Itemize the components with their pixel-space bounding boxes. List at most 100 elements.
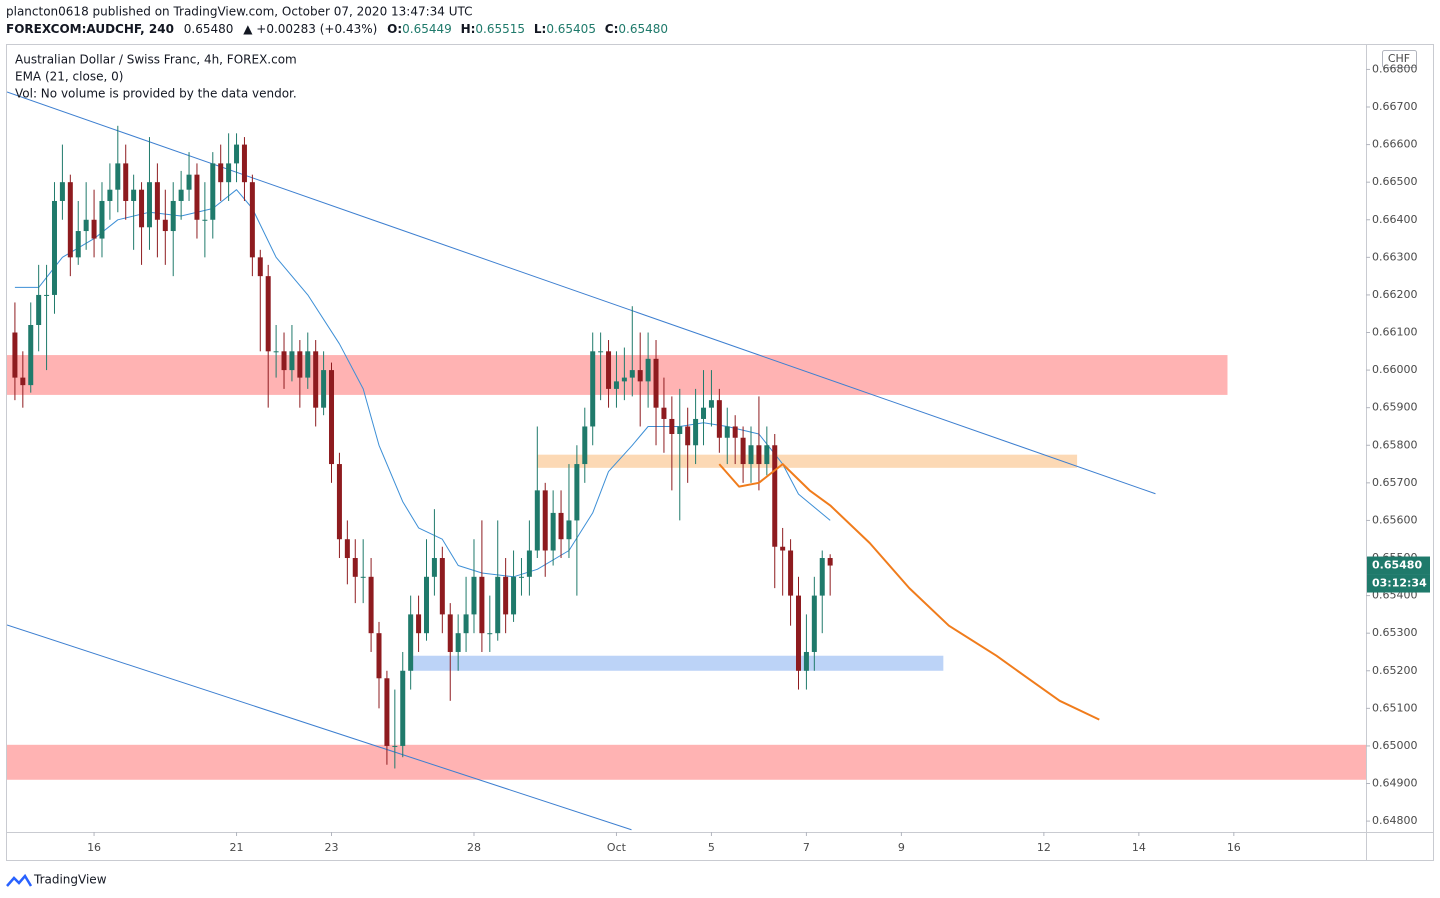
- candle-body: [249, 182, 255, 258]
- ohlc-value: 0.65405: [546, 22, 596, 36]
- candle-body: [708, 400, 714, 408]
- candle-body: [297, 351, 303, 378]
- candle-body: [795, 595, 801, 671]
- y-tick-label: 0.65200: [1372, 664, 1418, 677]
- candle-body: [194, 174, 200, 220]
- x-tick-label: Oct: [607, 841, 627, 854]
- x-tick-label: 16: [87, 841, 101, 854]
- legend-title: Australian Dollar / Swiss Franc, 4h, FOR…: [15, 53, 297, 67]
- candle-body: [154, 182, 160, 220]
- currency: CHF: [1388, 52, 1410, 65]
- candle-body: [162, 219, 168, 232]
- candle-body: [20, 377, 26, 386]
- candle-body: [645, 358, 651, 382]
- candle-body: [265, 276, 271, 352]
- countdown-box: [1367, 574, 1430, 593]
- ohlc-value: 0.65449: [402, 22, 452, 36]
- candle-body: [518, 576, 524, 578]
- candle-body: [44, 294, 50, 296]
- y-tick-label: 0.64800: [1372, 814, 1418, 827]
- x-tick-label: 21: [230, 841, 244, 854]
- candle-body: [606, 351, 612, 389]
- candle-body: [701, 407, 707, 419]
- x-tick-label: 23: [325, 841, 339, 854]
- candle-body: [463, 614, 469, 634]
- candle-body: [693, 418, 699, 446]
- candle-body: [590, 351, 596, 427]
- candle-body: [329, 370, 335, 465]
- candle-body: [661, 407, 667, 419]
- frame: [6, 44, 1434, 861]
- candle-body: [550, 512, 556, 551]
- candle-body: [257, 257, 263, 277]
- y-tick-label: 0.65300: [1372, 626, 1418, 639]
- y-tick-label: 0.64900: [1372, 777, 1418, 790]
- ohlc-label: H:: [461, 22, 476, 36]
- logo: TradingView: [6, 873, 107, 887]
- candle-body: [344, 539, 350, 559]
- candle-body: [685, 426, 691, 446]
- ohlc-value: 0.65515: [475, 22, 525, 36]
- candle-body: [669, 418, 675, 434]
- candle-body: [289, 351, 295, 371]
- candle-body: [582, 426, 588, 465]
- candle-body: [51, 200, 57, 295]
- candle-body: [653, 358, 659, 408]
- candle-body: [146, 182, 152, 228]
- candle-body: [471, 576, 477, 615]
- symbol-line: FOREXCOM:AUDCHF, 240 0.65480 ▲ +0.00283 …: [6, 22, 668, 36]
- x-tick-label: 9: [898, 841, 905, 854]
- y-tick-label: 0.66500: [1372, 175, 1418, 188]
- candle-body: [305, 351, 311, 378]
- y-tick-label: 0.65100: [1372, 701, 1418, 714]
- candle-body: [123, 163, 129, 201]
- candle-body: [416, 614, 422, 634]
- candle-body: [788, 550, 794, 596]
- zone: [7, 744, 1366, 780]
- candle-body: [558, 512, 564, 540]
- y-tick-label: 0.65900: [1372, 401, 1418, 414]
- ohlc-label: C:: [605, 22, 619, 36]
- candle-body: [598, 351, 604, 353]
- ohlc-label: L:: [534, 22, 546, 36]
- candle-body: [170, 200, 176, 232]
- candle-body: [495, 576, 501, 634]
- candle-body: [36, 294, 42, 325]
- legend-ema: EMA (21, close, 0): [15, 70, 123, 84]
- y-tick-label: 0.66200: [1372, 288, 1418, 301]
- candle-body: [526, 550, 532, 577]
- candle-body: [479, 576, 485, 634]
- x-tick-label: 5: [708, 841, 715, 854]
- y-tick-label: 0.65000: [1372, 739, 1418, 752]
- candle-body: [439, 558, 445, 615]
- symbol: FOREXCOM:AUDCHF, 240: [6, 22, 174, 36]
- x-tick-label: 7: [803, 841, 810, 854]
- y-tick-label: 0.66000: [1372, 363, 1418, 376]
- candle-body: [376, 633, 382, 679]
- candle-body: [574, 464, 580, 521]
- candle-body: [764, 445, 770, 465]
- candle-body: [202, 219, 208, 221]
- candle-body: [336, 464, 342, 540]
- forecast-line: [718, 463, 1100, 721]
- zone: [7, 355, 1228, 395]
- candle-body: [724, 426, 730, 438]
- ohlc-value: 0.65480: [618, 22, 668, 36]
- candle-body: [186, 174, 192, 190]
- plot: [7, 91, 1366, 831]
- candle-body: [67, 182, 73, 258]
- last-price-label: 0.65480: [1372, 559, 1422, 572]
- candle-body: [780, 546, 786, 551]
- y-tick-label: 0.66800: [1372, 62, 1418, 75]
- candle-body: [431, 558, 437, 577]
- x-tick-label: 28: [467, 841, 481, 854]
- candle-body: [392, 745, 398, 747]
- candle-body: [59, 182, 65, 201]
- candle-body: [677, 426, 683, 434]
- candle-body: [131, 189, 137, 201]
- candle-body: [99, 200, 105, 239]
- y-tick-label: 0.65700: [1372, 476, 1418, 489]
- y-tick-label: 0.66700: [1372, 100, 1418, 113]
